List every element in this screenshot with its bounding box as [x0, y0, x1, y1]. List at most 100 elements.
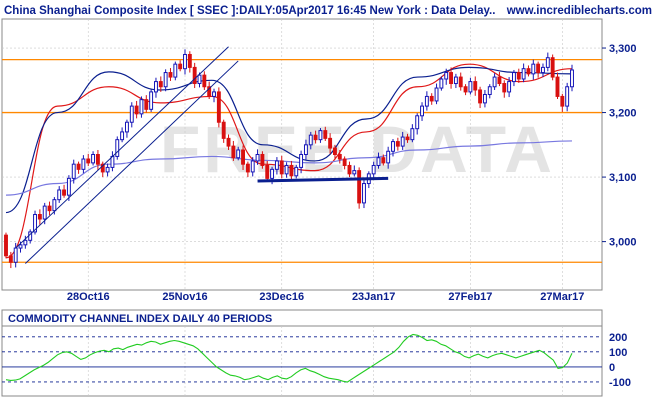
- candles: [4, 49, 574, 269]
- candle-body: [23, 239, 28, 246]
- candle-body: [76, 163, 81, 170]
- candle-body: [47, 205, 52, 212]
- price-y-tick-label: 3,000: [609, 237, 637, 249]
- candle-0: [4, 232, 8, 259]
- candle-body: [197, 74, 202, 85]
- candle-20: [100, 161, 105, 178]
- candle-body: [502, 83, 507, 93]
- candle-90: [439, 76, 444, 91]
- candle-body: [163, 72, 168, 88]
- candle-body: [158, 81, 163, 88]
- cci-panel-frame: [1, 309, 603, 397]
- x-tick-label: 23Jan17: [352, 291, 395, 303]
- candle-body: [492, 76, 497, 88]
- candle-body: [299, 154, 304, 168]
- candle-body: [337, 154, 342, 160]
- channel-line-0: [15, 46, 229, 249]
- candle-116: [565, 82, 570, 112]
- candle-body: [86, 158, 91, 164]
- candle-body: [134, 105, 139, 115]
- candle-68: [333, 144, 337, 160]
- candle-23: [115, 136, 120, 160]
- candle-body: [308, 134, 313, 146]
- candle-body: [265, 164, 270, 179]
- candle-body: [129, 105, 134, 123]
- price-y-tick-label: 3,300: [609, 43, 637, 55]
- candle-body: [328, 137, 333, 149]
- candle-35: [173, 61, 178, 81]
- candle-32: [158, 76, 163, 92]
- candle-body: [192, 66, 197, 85]
- candle-74: [362, 179, 366, 209]
- candle-69: [337, 149, 342, 164]
- candle-body: [415, 115, 420, 130]
- candle-body: [279, 160, 284, 175]
- x-axis: 28Oct16 25Nov16 23Dec16 23Jan17 27Feb17 27Mar…: [67, 291, 585, 303]
- candle-11: [57, 186, 62, 203]
- cci-y-axis: 200 100 0 -100: [609, 332, 631, 389]
- candle-body: [434, 87, 439, 102]
- candle-79: [386, 146, 391, 169]
- candle-body: [183, 53, 187, 70]
- candle-body: [95, 154, 100, 165]
- candle-1: [8, 251, 13, 269]
- candle-body: [115, 139, 120, 157]
- candle-body: [212, 91, 216, 97]
- candle-77: [376, 152, 381, 169]
- candle-38: [187, 51, 192, 73]
- candle-56: [274, 157, 279, 175]
- cci-panel: COMMODITY CHANNEL INDEX DAILY 40 PERIODS…: [1, 309, 631, 397]
- candle-body: [536, 63, 541, 74]
- candle-body: [468, 81, 473, 93]
- candle-52: [255, 149, 260, 165]
- candle-body: [395, 141, 400, 147]
- candle-body: [424, 95, 429, 107]
- candle-92: [449, 67, 454, 89]
- candle-117: [570, 64, 574, 92]
- candle-body: [473, 81, 478, 91]
- candle-body: [4, 234, 8, 257]
- candle-67: [328, 133, 333, 154]
- candle-body: [294, 166, 299, 177]
- candle-body: [178, 63, 183, 70]
- channel-line-1: [25, 60, 239, 264]
- candle-body: [439, 78, 444, 89]
- candle-86: [420, 102, 424, 121]
- candle-body: [149, 91, 154, 110]
- candle-body: [323, 130, 328, 139]
- candle-94: [458, 72, 463, 91]
- candle-14: [71, 159, 76, 184]
- candle-body: [565, 86, 570, 107]
- candle-body: [376, 157, 381, 166]
- candle-body: [550, 57, 555, 78]
- support-line-segment: [257, 176, 389, 183]
- candle-113: [550, 54, 555, 81]
- candle-body: [357, 170, 362, 204]
- candle-body: [352, 170, 357, 175]
- candle-66: [323, 126, 328, 141]
- candle-40: [197, 72, 202, 88]
- candle-65: [318, 128, 323, 143]
- candle-76: [371, 161, 376, 178]
- candle-111: [541, 63, 545, 78]
- candle-95: [463, 84, 468, 96]
- candle-44: [216, 87, 221, 128]
- candle-106: [516, 68, 521, 83]
- candle-101: [492, 73, 497, 90]
- candle-body: [400, 136, 405, 147]
- candle-body: [173, 63, 178, 78]
- candle-body: [516, 72, 521, 80]
- candle-body: [18, 244, 23, 249]
- candle-34: [168, 68, 173, 81]
- moving-average-mid: [5, 66, 573, 214]
- candle-body: [429, 95, 434, 102]
- site-link[interactable]: www.incrediblecharts.com: [506, 5, 652, 17]
- cci-y-tick-label: 100: [609, 347, 627, 359]
- candle-body: [105, 166, 110, 173]
- candle-body: [91, 154, 96, 164]
- candle-109: [531, 59, 536, 80]
- candle-13: [66, 175, 71, 201]
- candle-body: [52, 199, 57, 212]
- candle-12: [62, 184, 67, 198]
- candle-body: [333, 147, 337, 156]
